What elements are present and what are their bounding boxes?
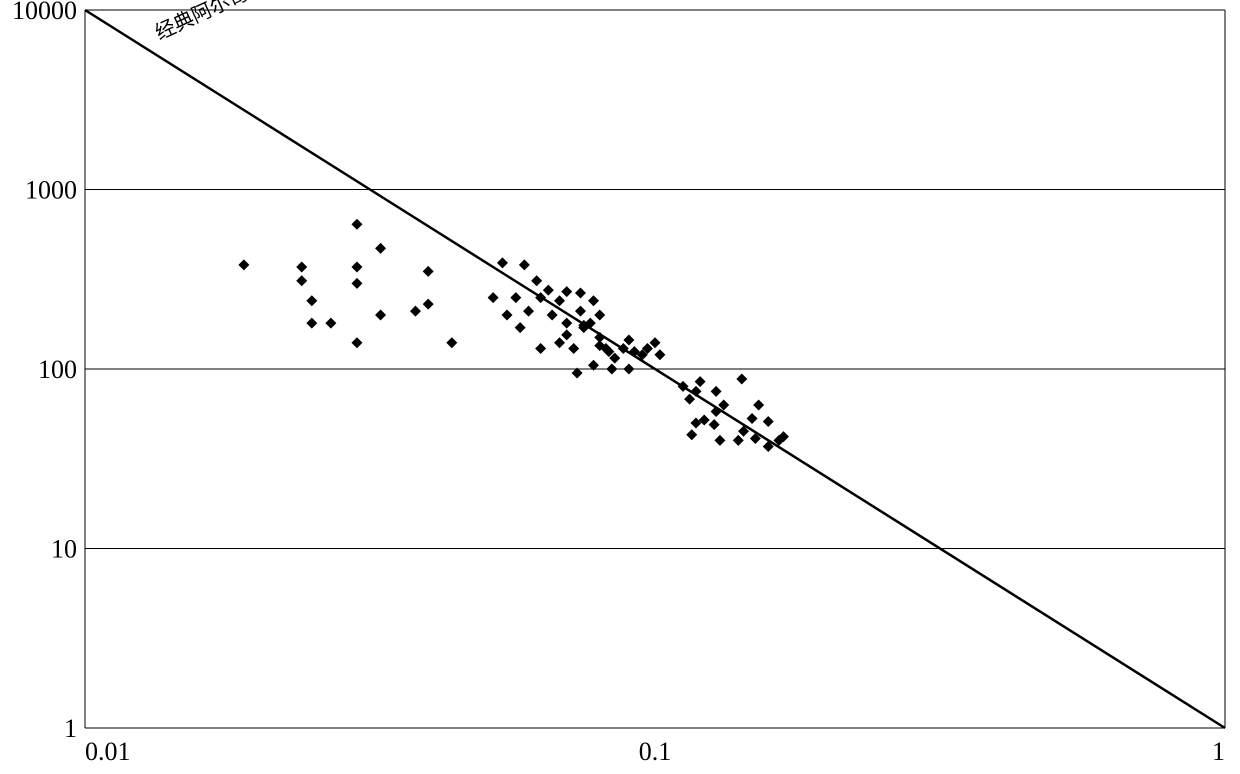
x-tick-label: 0.1 xyxy=(639,737,672,766)
y-tick-label: 1 xyxy=(64,714,77,743)
chart-svg: 经典阿尔奇线（a=1,m=2)1101001000100000.010.11 xyxy=(0,0,1240,774)
y-tick-label: 1000 xyxy=(25,176,77,205)
y-tick-label: 100 xyxy=(38,355,77,384)
x-tick-label: 1 xyxy=(1212,737,1225,766)
y-tick-label: 10000 xyxy=(12,0,77,25)
log-log-scatter-chart: 经典阿尔奇线（a=1,m=2)1101001000100000.010.11 xyxy=(0,0,1240,774)
y-tick-label: 10 xyxy=(51,535,77,564)
x-tick-label: 0.01 xyxy=(85,737,131,766)
